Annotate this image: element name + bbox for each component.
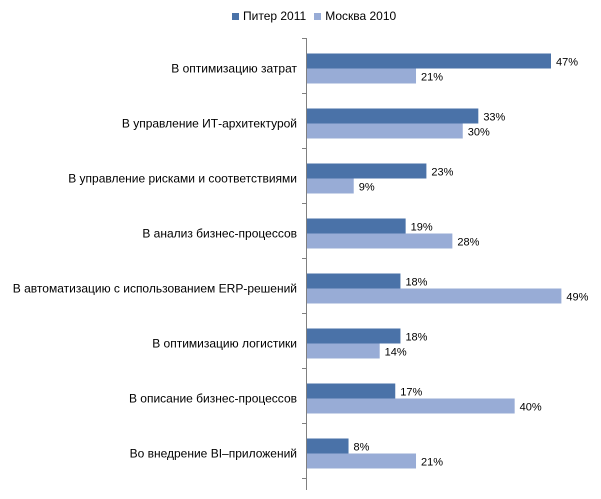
bar-piter-2011: [307, 163, 427, 179]
category-label: В оптимизацию логистики: [152, 337, 297, 351]
legend-item-piter-2011: Питер 2011: [232, 9, 306, 23]
data-label: 18%: [405, 332, 427, 344]
data-label: 21%: [421, 457, 443, 469]
bar-moskva-2010: [307, 123, 463, 139]
category-label: В автоматизацию с использованием ERP-реш…: [13, 282, 297, 296]
bar-moskva-2010: [307, 178, 354, 194]
data-label: 30%: [468, 127, 490, 139]
bar-moskva-2010: [307, 68, 417, 84]
legend-label-piter-2011: Питер 2011: [243, 9, 307, 23]
data-label: 19%: [411, 222, 433, 234]
data-label: 47%: [556, 57, 578, 69]
data-label: 8%: [354, 442, 370, 454]
category-label: В оптимизацию затрат: [171, 62, 297, 76]
legend-swatch-moskva-2010: [314, 12, 322, 20]
category-label: В анализ бизнес-процессов: [142, 227, 297, 241]
bar-moskva-2010: [307, 453, 417, 469]
bar-moskva-2010: [307, 233, 453, 249]
bar-piter-2011: [307, 438, 349, 454]
data-label: 49%: [566, 292, 588, 304]
legend-swatch-piter-2011: [232, 12, 239, 20]
bar-piter-2011: [307, 328, 401, 344]
data-label: 18%: [405, 277, 427, 289]
data-label: 23%: [431, 167, 453, 179]
category-label: В управление ИТ-архитектурой: [122, 117, 297, 131]
legend-item-moskva-2010: Москва 2010: [314, 9, 396, 23]
data-label: 21%: [421, 72, 443, 84]
bar-piter-2011: [307, 383, 396, 399]
bar-piter-2011: [307, 273, 401, 289]
bar-moskva-2010: [307, 343, 380, 359]
bar-piter-2011: [307, 53, 551, 69]
data-label: 14%: [385, 347, 407, 359]
bar-moskva-2010: [307, 288, 562, 304]
bar-piter-2011: [307, 108, 479, 124]
legend-label-moskva-2010: Москва 2010: [325, 9, 397, 23]
bar-moskva-2010: [307, 398, 515, 414]
bar-piter-2011: [307, 218, 406, 234]
chart-legend: Питер 2011 Москва 2010: [232, 9, 404, 23]
data-label: 9%: [359, 182, 375, 194]
data-label: 28%: [457, 237, 479, 249]
data-label: 40%: [520, 402, 542, 414]
data-label: 33%: [483, 112, 505, 124]
data-label: 17%: [400, 387, 422, 399]
category-label: Во внедрение BI–приложений: [130, 447, 297, 461]
category-label: В управление рисками и соответствиями: [68, 172, 297, 186]
category-label: В описание бизнес-процессов: [129, 392, 297, 406]
